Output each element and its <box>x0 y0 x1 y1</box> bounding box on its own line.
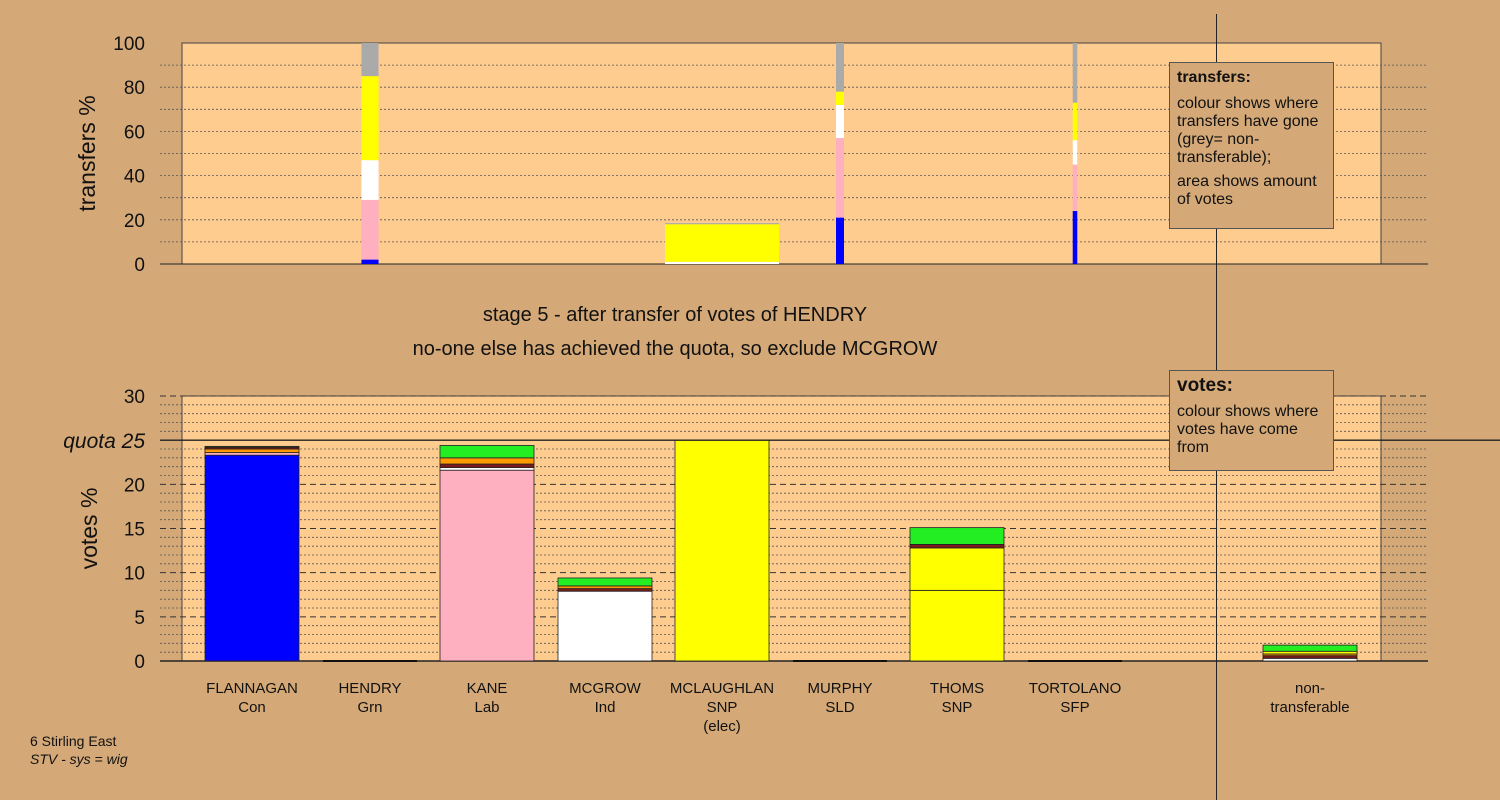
top-ytick-label: 40 <box>124 167 145 188</box>
legend-transfers-heading: transfers: <box>1177 69 1251 86</box>
top-ylabel: transfers % <box>74 95 100 211</box>
transfer-segment <box>361 259 379 264</box>
quota-label: quota 25 <box>63 430 145 453</box>
transfer-segment <box>1072 210 1078 264</box>
top-ytick-label: 0 <box>134 255 145 276</box>
transfer-segment <box>361 199 379 260</box>
vote-segment <box>439 469 535 662</box>
transfer-segment <box>1072 164 1078 211</box>
candidate-label-hendry: HENDRY Grn <box>338 680 402 716</box>
footer: 6 Stirling East STV - sys = wig <box>30 732 128 768</box>
vote-segment <box>204 454 300 662</box>
vote-segment <box>674 439 770 662</box>
legend-transfers-line2: area shows amount of votes <box>1177 173 1317 208</box>
bottom-ytick-label: 30 <box>124 387 145 408</box>
top-ytick-label: 80 <box>124 78 145 99</box>
bottom-ylabel: votes % <box>76 488 102 570</box>
system-label: STV - sys = wig <box>30 751 128 767</box>
transfer-segment <box>836 43 844 92</box>
vote-segment <box>1262 644 1358 652</box>
ward-label: 6 Stirling East <box>30 733 117 749</box>
vote-segment <box>909 544 1005 549</box>
vote-segment <box>439 457 535 465</box>
vote-segment <box>204 448 300 453</box>
legend-transfers-line1: colour shows where transfers have gone (… <box>1177 95 1319 166</box>
candidate-label-thoms: THOMS SNP <box>929 680 985 716</box>
candidate-label-flannagan: FLANNAGAN Con <box>206 680 298 716</box>
bottom-ytick-label: 5 <box>134 608 145 629</box>
action-title: no-one else has achieved the quota, so e… <box>412 338 938 360</box>
candidate-label-mcgrow: MCGROW Ind <box>569 680 641 716</box>
legend-votes-heading: votes: <box>1177 375 1233 396</box>
candidate-label-kane: KANE Lab <box>466 680 508 716</box>
transfer-segment <box>836 138 844 218</box>
candidate-label-nontransferable: non-transferable <box>1270 680 1350 716</box>
transfer-segment <box>361 160 379 200</box>
transfer-segment <box>836 91 844 105</box>
legend-votes-line1: colour shows where votes have come from <box>1177 403 1319 456</box>
vote-segment <box>439 463 535 468</box>
candidate-label-murphy: MURPHY SLD <box>807 680 873 716</box>
transfer-segment <box>361 43 379 77</box>
top-ytick-label: 60 <box>124 122 145 143</box>
vote-segment <box>557 590 653 662</box>
legend-transfers: transfers: colour shows where transfers … <box>1169 62 1334 229</box>
top-ytick-label: 100 <box>113 34 145 55</box>
vote-segment <box>909 547 1005 591</box>
legend-votes: votes: colour shows where votes have com… <box>1169 370 1334 471</box>
transfer-segment <box>665 224 779 262</box>
vote-segment <box>909 527 1005 545</box>
transfer-segment <box>665 261 779 264</box>
candidate-label-tortolano: TORTOLANO SFP <box>1028 680 1122 716</box>
transfer-segment <box>1072 140 1078 165</box>
bottom-ytick-label: 10 <box>124 564 145 585</box>
vote-segment <box>909 589 1005 662</box>
vote-segment <box>557 577 653 587</box>
transfer-segment <box>665 223 779 225</box>
bottom-ytick-label: 0 <box>134 652 145 673</box>
vote-segment <box>204 445 300 448</box>
vote-segment <box>439 445 535 459</box>
transfer-segment <box>361 76 379 161</box>
stage-title: stage 5 - after transfer of votes of HEN… <box>482 304 868 326</box>
transfer-segment <box>836 217 844 264</box>
bottom-ytick-label: 20 <box>124 475 145 496</box>
top-ytick-label: 20 <box>124 211 145 232</box>
transfer-segment <box>1072 102 1078 141</box>
candidate-label-mclaughlan: MCLAUGHLAN SNP (elec) <box>669 680 775 735</box>
transfer-segment <box>1072 43 1078 103</box>
transfer-segment <box>836 104 844 139</box>
bottom-ytick-label: 15 <box>124 520 145 541</box>
